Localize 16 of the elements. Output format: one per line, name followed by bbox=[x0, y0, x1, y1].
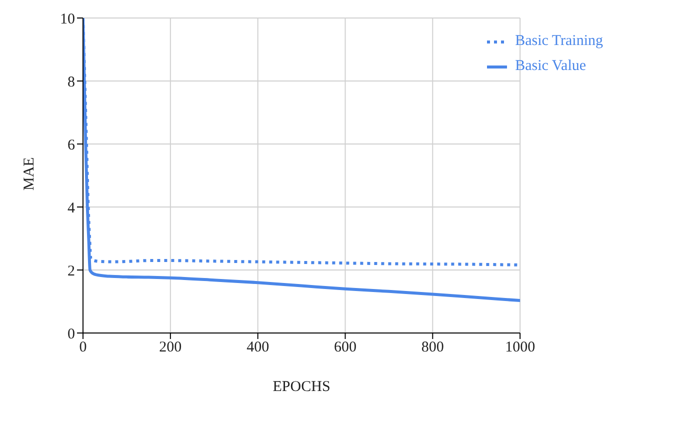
x-tick-label: 200 bbox=[159, 340, 182, 356]
legend-label: Basic Value bbox=[515, 58, 586, 75]
y-tick-label: 0 bbox=[68, 326, 75, 342]
x-tick-label: 0 bbox=[79, 340, 87, 356]
y-tick-label: 4 bbox=[68, 200, 76, 216]
y-tick-label: 2 bbox=[68, 263, 75, 280]
x-tick-label: 800 bbox=[421, 340, 444, 356]
legend-label: Basic Training bbox=[515, 33, 603, 50]
x-tick-label: 1000 bbox=[505, 340, 536, 356]
y-axis-title: MAE bbox=[21, 157, 38, 190]
y-tick-label: 6 bbox=[68, 137, 76, 154]
y-tick-label: 8 bbox=[68, 74, 75, 90]
x-tick-label: 400 bbox=[246, 340, 270, 356]
y-tick-label: 10 bbox=[60, 11, 75, 28]
x-axis-title: EPOCHS bbox=[272, 379, 330, 395]
x-tick-label: 600 bbox=[334, 340, 356, 356]
